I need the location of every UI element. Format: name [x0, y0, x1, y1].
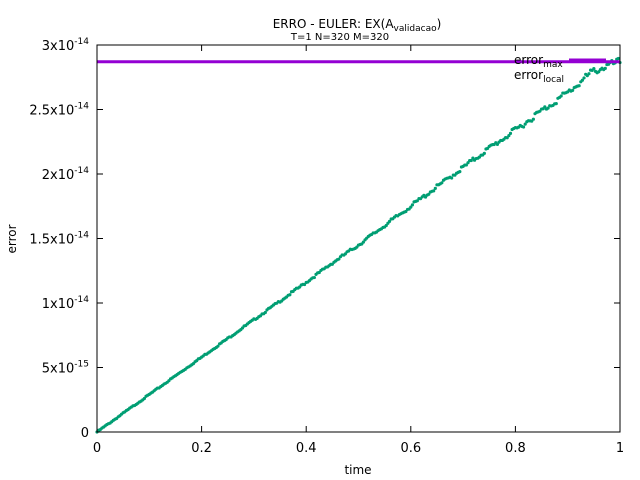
- x-tick-label: 0.2: [191, 441, 212, 456]
- local-error-point: [361, 240, 365, 244]
- y-tick-exponent: -15: [74, 360, 89, 370]
- local-error-point: [410, 203, 415, 207]
- local-error-point: [427, 192, 431, 196]
- local-error-point: [521, 125, 526, 129]
- local-error-point: [415, 199, 419, 203]
- local-error-point: [387, 219, 392, 223]
- legend-label-max: errormax: [514, 53, 563, 70]
- local-error-point: [142, 396, 146, 401]
- y-tick-exponent: -14: [74, 37, 89, 47]
- local-error-point: [577, 84, 581, 88]
- local-error-point: [507, 134, 511, 138]
- y-tick-mantissa: 0: [81, 426, 89, 441]
- local-error-point: [384, 223, 388, 228]
- y-tick-mantissa: 5x10: [42, 362, 75, 377]
- y-tick-exponent: -14: [74, 231, 89, 241]
- local-error-point: [469, 158, 473, 163]
- local-error-point: [582, 76, 586, 80]
- y-axis: 05x10-151x10-141.5x10-142x10-142.5x10-14…: [29, 37, 620, 441]
- local-error-point: [543, 105, 547, 109]
- local-error-point: [450, 176, 454, 180]
- chart-title: ERRO - EULER: EX(Avalidacao): [273, 17, 442, 34]
- local-error-point: [546, 106, 550, 110]
- local-error-point: [571, 88, 575, 92]
- x-tick-label: 0: [93, 441, 101, 456]
- local-error-point: [440, 181, 444, 185]
- x-tick-label: 0.4: [296, 441, 317, 456]
- y-tick-mantissa: 1x10: [42, 297, 75, 312]
- x-tick-label: 1: [616, 441, 624, 456]
- y-tick-label: 3x10-14: [42, 37, 89, 54]
- x-axis-label: time: [344, 463, 371, 477]
- local-error-point: [263, 310, 267, 315]
- local-error-point: [580, 78, 585, 82]
- y-tick-label: 2.5x10-14: [29, 102, 89, 119]
- local-error-point: [508, 131, 513, 135]
- local-error-point: [554, 102, 558, 106]
- y-tick-mantissa: 1.5x10: [29, 233, 74, 248]
- local-error-point: [559, 94, 563, 98]
- x-tick-label: 0.8: [505, 441, 526, 456]
- local-error-point: [495, 142, 500, 146]
- y-tick-mantissa: 2.5x10: [29, 104, 74, 119]
- local-error-point: [216, 344, 220, 348]
- y-tick-label: 1x10-14: [42, 295, 89, 312]
- local-error-series: [95, 56, 622, 434]
- local-error-point: [482, 151, 486, 155]
- local-error-point: [587, 72, 591, 76]
- y-tick-label: 0: [81, 426, 89, 441]
- y-tick-label: 2x10-14: [42, 166, 89, 183]
- local-error-point: [337, 257, 341, 261]
- y-tick-exponent: -14: [74, 166, 89, 176]
- y-tick-label: 1.5x10-14: [29, 231, 89, 248]
- y-tick-mantissa: 3x10: [42, 39, 75, 54]
- local-error-point: [616, 56, 620, 61]
- y-axis-label: error: [5, 224, 19, 253]
- legend: errormax errorlocal: [514, 53, 606, 85]
- local-error-point: [458, 170, 462, 174]
- y-tick-exponent: -14: [74, 102, 89, 112]
- local-error-point: [288, 293, 292, 297]
- x-axis: 0 0.2 0.4 0.6 0.8 1: [93, 45, 624, 456]
- local-error-point: [603, 66, 607, 70]
- chart-subtitle: T=1 N=320 M=320: [290, 32, 389, 43]
- y-tick-mantissa: 2x10: [42, 168, 75, 183]
- plot-frame: [96, 44, 621, 433]
- legend-label-local: errorlocal: [514, 68, 564, 85]
- y-tick-exponent: -14: [74, 295, 89, 305]
- local-error-point: [531, 117, 535, 121]
- local-error-point: [409, 205, 413, 209]
- local-error-point: [433, 186, 437, 190]
- y-tick-label: 5x10-15: [42, 360, 89, 377]
- local-error-point: [432, 189, 436, 193]
- local-error-point: [523, 122, 527, 126]
- local-error-point: [312, 275, 316, 280]
- local-error-point: [592, 66, 596, 71]
- local-error-point: [464, 163, 468, 167]
- x-tick-label: 0.6: [400, 441, 421, 456]
